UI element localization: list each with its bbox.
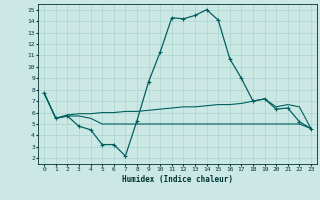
- X-axis label: Humidex (Indice chaleur): Humidex (Indice chaleur): [122, 175, 233, 184]
